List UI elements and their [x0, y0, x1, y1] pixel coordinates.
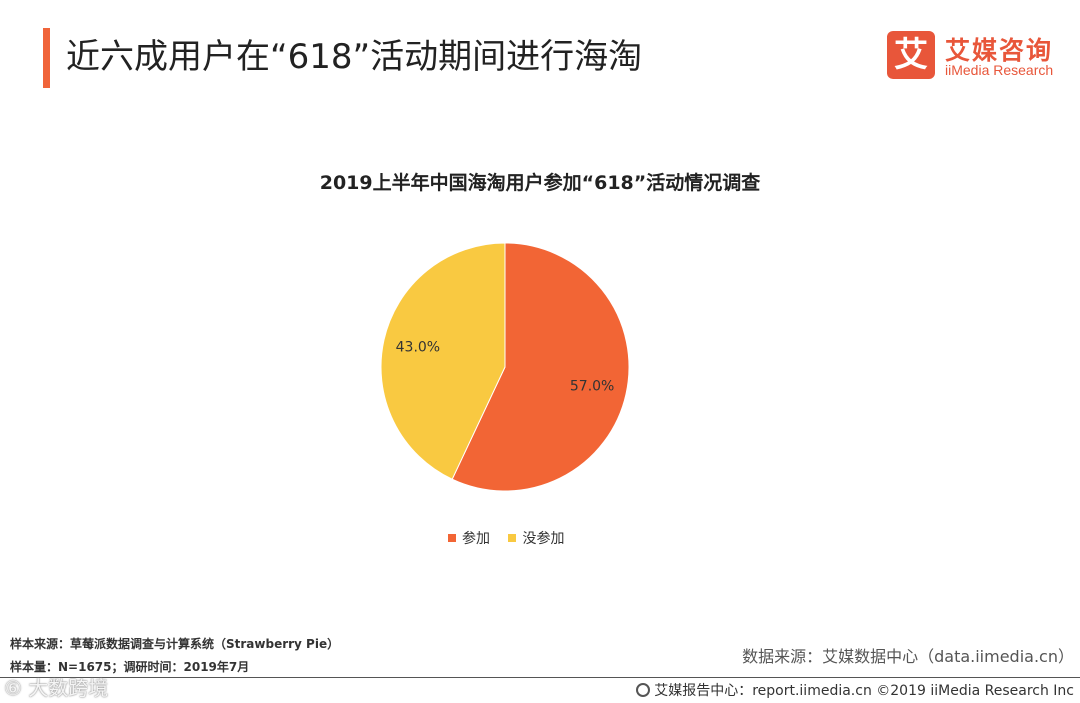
- title-accent-bar: [43, 28, 50, 88]
- legend-item-joined: 参加: [448, 528, 490, 548]
- legend-label-joined: 参加: [462, 531, 490, 547]
- page-title: 近六成用户在“618”活动期间进行海淘: [66, 37, 643, 77]
- logo-name-en: iiMedia Research: [945, 62, 1054, 78]
- pie-label-1: 43.0%: [396, 340, 440, 356]
- iimedia-logo: 艾 艾媒咨询 iiMedia Research: [887, 31, 1067, 83]
- pie-label-0: 57.0%: [570, 378, 614, 394]
- sample-source-note: 样本来源：草莓派数据调查与计算系统（Strawberry Pie）: [10, 637, 340, 651]
- chart-title: 2019上半年中国海淘用户参加“618”活动情况调查: [319, 172, 761, 194]
- data-source-note: 数据来源：艾媒数据中心（data.iimedia.cn）: [742, 647, 1074, 666]
- globe-icon: [636, 683, 651, 697]
- pie-slice-0: [451, 242, 630, 492]
- pie-slice-1: [380, 242, 506, 480]
- footer: 艾媒报告中心：report.iimedia.cn ©2019 iiMedia R…: [636, 680, 1074, 700]
- logo-name-cn: 艾媒咨询: [945, 36, 1054, 65]
- legend-swatch-not-joined: [508, 534, 517, 542]
- footer-text: 艾媒报告中心：report.iimedia.cn ©2019 iiMedia R…: [654, 683, 1074, 699]
- watermark: ⑥ 大数跨境: [4, 676, 109, 700]
- logo-glyph: 艾: [887, 31, 935, 79]
- legend-label-not-joined: 没参加: [522, 531, 565, 547]
- pie-chart: 57.0% 43.0%: [380, 242, 630, 492]
- legend-item-not-joined: 没参加: [508, 528, 564, 548]
- chart-legend: 参加 没参加: [448, 528, 578, 548]
- sample-size-note: 样本量：N=1675；调研时间：2019年7月: [10, 660, 250, 674]
- legend-swatch-joined: [448, 534, 456, 542]
- footer-divider: [0, 677, 1080, 678]
